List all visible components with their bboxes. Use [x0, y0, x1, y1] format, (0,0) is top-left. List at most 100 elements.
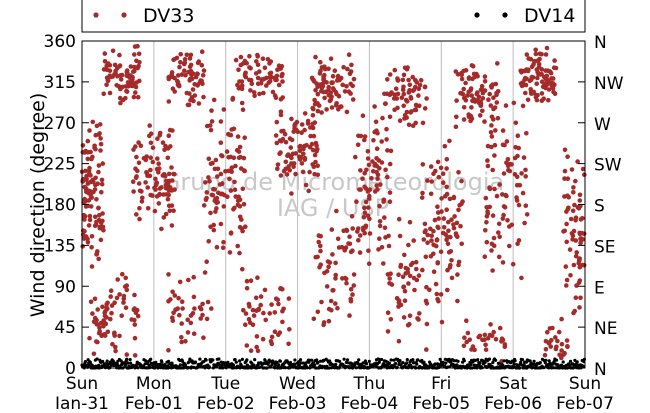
- dv33-point-939: [348, 286, 354, 292]
- dv33-point-811: [313, 54, 318, 60]
- dv33-point-1613: [569, 167, 575, 172]
- dv33-point-759: [295, 129, 301, 135]
- dv14-point-582: [405, 358, 409, 362]
- dv33-point-1406: [490, 213, 496, 218]
- dv14-point-381: [293, 358, 297, 362]
- dv33-point-259: [113, 348, 118, 354]
- dv33-point-1228: [434, 237, 440, 242]
- x-tick-day-2: Tue: [210, 374, 240, 394]
- dv33-point-295: [157, 133, 163, 138]
- dv33-point-1550: [543, 347, 549, 352]
- dv33-point-349: [141, 156, 147, 161]
- dv33-point-409: [195, 60, 201, 66]
- dv33-point-1076: [406, 77, 411, 83]
- dv33-point-318: [169, 223, 175, 228]
- dv14-point-416: [312, 363, 317, 367]
- dv33-point-358: [167, 208, 173, 214]
- dv33-point-423: [187, 91, 192, 96]
- dv33-point-848: [322, 72, 327, 78]
- dv14-point-53: [110, 363, 114, 367]
- dv14-point-550: [387, 361, 391, 365]
- dv33-point-610: [242, 73, 248, 79]
- dv33-point-1059: [407, 82, 413, 88]
- dv33-point-456: [175, 306, 180, 311]
- dv33-point-1631: [577, 230, 582, 236]
- dv33-point-713: [302, 111, 308, 116]
- dv33-point-1199: [439, 319, 445, 325]
- dv14-point-241: [215, 364, 219, 368]
- dv33-point-1054: [405, 65, 410, 70]
- dv33-point-708: [303, 182, 309, 188]
- dv33-point-771: [299, 130, 304, 135]
- dv33-point-1589: [577, 264, 583, 270]
- dv33-point-963: [366, 162, 372, 168]
- dv33-point-1563: [542, 352, 548, 358]
- dv33-point-1286: [454, 114, 459, 120]
- dv14-point-420: [315, 358, 319, 362]
- dv14-point-592: [411, 358, 415, 362]
- dv33-point-669: [243, 311, 249, 316]
- dv33-point-1584: [571, 190, 576, 195]
- dv33-point-1090: [392, 107, 397, 113]
- dv33-point-1038: [420, 120, 426, 126]
- dv33-point-1050: [401, 72, 407, 78]
- dv33-point-511: [235, 134, 241, 139]
- dv33-point-130: [100, 304, 105, 310]
- dv33-point-333: [156, 201, 162, 206]
- dv33-point-667: [286, 341, 291, 347]
- dv33-point-356: [145, 185, 150, 190]
- dv33-point-457: [188, 320, 194, 326]
- right-tick-label-6: W: [594, 115, 611, 135]
- dv33-point-1170: [420, 190, 425, 196]
- dv33-point-1402: [501, 171, 507, 176]
- legend-label-dv14: DV14: [524, 5, 575, 27]
- dv33-point-559: [211, 186, 216, 192]
- dv14-point-282: [238, 359, 242, 363]
- dv33-point-638: [239, 79, 245, 84]
- dv33-point-214: [125, 80, 131, 85]
- dv33-point-215: [108, 316, 113, 322]
- dv33-point-1020: [372, 161, 378, 167]
- dv33-point-878: [350, 83, 356, 89]
- dv33-point-1133: [424, 321, 430, 327]
- dv33-point-413: [192, 93, 198, 98]
- dv33-point-1015: [356, 238, 361, 243]
- dv33-point-357: [148, 167, 153, 173]
- dv33-point-283: [155, 136, 160, 141]
- dv33-point-1595: [576, 260, 581, 266]
- dv33-point-1302: [461, 105, 467, 110]
- dv33-point-233: [112, 300, 117, 306]
- right-tick-label-3: SE: [594, 237, 616, 257]
- dv33-point-342: [165, 181, 171, 186]
- dv33-point-213: [105, 77, 111, 83]
- dv33-point-184: [107, 90, 113, 96]
- dv33-point-187: [124, 73, 130, 79]
- dv33-point-466: [179, 321, 184, 326]
- dv33-point-1385: [489, 248, 494, 253]
- dv33-point-1197: [441, 225, 447, 230]
- dv14-point-532: [377, 360, 381, 364]
- dv33-point-8: [85, 156, 91, 162]
- dv33-point-976: [357, 250, 363, 255]
- dv33-point-1265: [461, 86, 467, 92]
- dv33-point-564: [213, 196, 218, 202]
- dv33-point-787: [289, 116, 294, 122]
- dv33-point-831: [346, 89, 352, 94]
- dv33-point-137: [94, 339, 99, 344]
- dv33-point-1166: [428, 253, 434, 259]
- dv33-point-1395: [492, 186, 497, 192]
- dv33-point-247: [132, 322, 138, 327]
- dv14-point-696: [469, 363, 473, 367]
- dv33-point-70: [95, 181, 100, 186]
- dv33-point-430: [200, 312, 205, 318]
- dv33-point-399: [187, 76, 193, 82]
- dv33-point-1449: [509, 222, 515, 228]
- dv33-point-320: [134, 154, 139, 160]
- dv33-point-353: [169, 165, 174, 170]
- dv33-point-473: [237, 250, 242, 256]
- dv33-point-549: [204, 259, 209, 265]
- dv33-point-382: [172, 89, 177, 94]
- dv33-point-80: [96, 163, 102, 168]
- right-tick-label-1: NE: [594, 319, 617, 339]
- dv33-point-657: [254, 334, 260, 339]
